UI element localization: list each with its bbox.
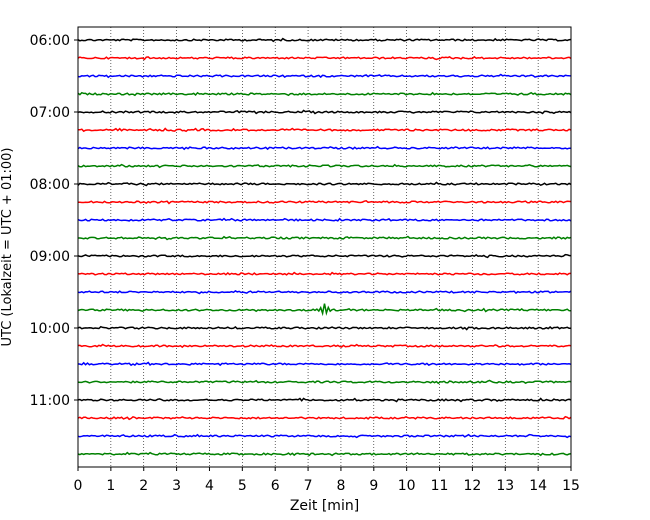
trace-line bbox=[77, 37, 572, 43]
trace-line bbox=[77, 271, 572, 276]
x-tick-label: 4 bbox=[205, 478, 214, 494]
seismic-traces bbox=[77, 37, 572, 457]
trace-line bbox=[77, 361, 572, 367]
x-tick-label: 9 bbox=[369, 478, 378, 494]
x-tick-label: 7 bbox=[304, 478, 313, 494]
x-tick-label: 2 bbox=[139, 478, 148, 494]
trace-line bbox=[78, 199, 572, 205]
trace-line bbox=[77, 217, 572, 222]
x-tick-label: 3 bbox=[172, 478, 181, 494]
x-tick-label: 13 bbox=[496, 478, 514, 494]
trace-line bbox=[77, 145, 571, 151]
y-axis-ticks: 06:00 07:00 08:00 09:00 10:00 11:00 bbox=[30, 33, 78, 409]
x-tick-label: 1 bbox=[106, 478, 115, 494]
x-tick-label: 14 bbox=[529, 478, 547, 494]
x-tick-label: 10 bbox=[398, 478, 416, 494]
y-tick-label: 07:00 bbox=[30, 105, 70, 121]
trace-line bbox=[77, 181, 572, 187]
trace-line bbox=[77, 163, 572, 169]
y-axis-label: UTC (Lokalzeit = UTC + 01:00) bbox=[0, 148, 15, 347]
trace-line bbox=[77, 303, 572, 317]
trace-line bbox=[77, 451, 572, 457]
x-tick-label: 0 bbox=[74, 478, 83, 494]
trace-line bbox=[77, 91, 572, 97]
trace-line bbox=[77, 325, 572, 331]
plot-frame bbox=[77, 26, 572, 468]
trace-line bbox=[77, 343, 572, 349]
trace-line bbox=[77, 379, 572, 385]
y-tick-label: 08:00 bbox=[30, 177, 70, 193]
trace-line bbox=[77, 415, 572, 421]
x-tick-label: 5 bbox=[238, 478, 247, 494]
x-tick-label: 11 bbox=[431, 478, 449, 494]
trace-line bbox=[77, 109, 572, 115]
trace-line bbox=[78, 235, 572, 241]
x-tick-label: 8 bbox=[336, 478, 345, 494]
y-tick-label: 10:00 bbox=[30, 321, 70, 337]
trace-line bbox=[77, 253, 572, 259]
trace-line bbox=[77, 73, 572, 79]
trace-line bbox=[77, 55, 572, 61]
x-axis-label: Zeit [min] bbox=[290, 498, 359, 514]
trace-line bbox=[78, 127, 572, 133]
x-tick-label: 12 bbox=[463, 478, 481, 494]
y-tick-label: 09:00 bbox=[30, 249, 70, 265]
x-tick-label: 6 bbox=[271, 478, 280, 494]
trace-line bbox=[77, 290, 572, 295]
x-tick-label: 15 bbox=[562, 478, 580, 494]
trace-line bbox=[77, 433, 572, 439]
y-tick-label: 11:00 bbox=[30, 393, 70, 409]
trace-line bbox=[77, 397, 572, 403]
y-tick-label: 06:00 bbox=[30, 33, 70, 49]
x-axis-ticks: 0 1 2 3 4 5 6 7 8 9 10 11 12 13 14 15 bbox=[74, 467, 580, 494]
grid-lines bbox=[110, 27, 539, 467]
